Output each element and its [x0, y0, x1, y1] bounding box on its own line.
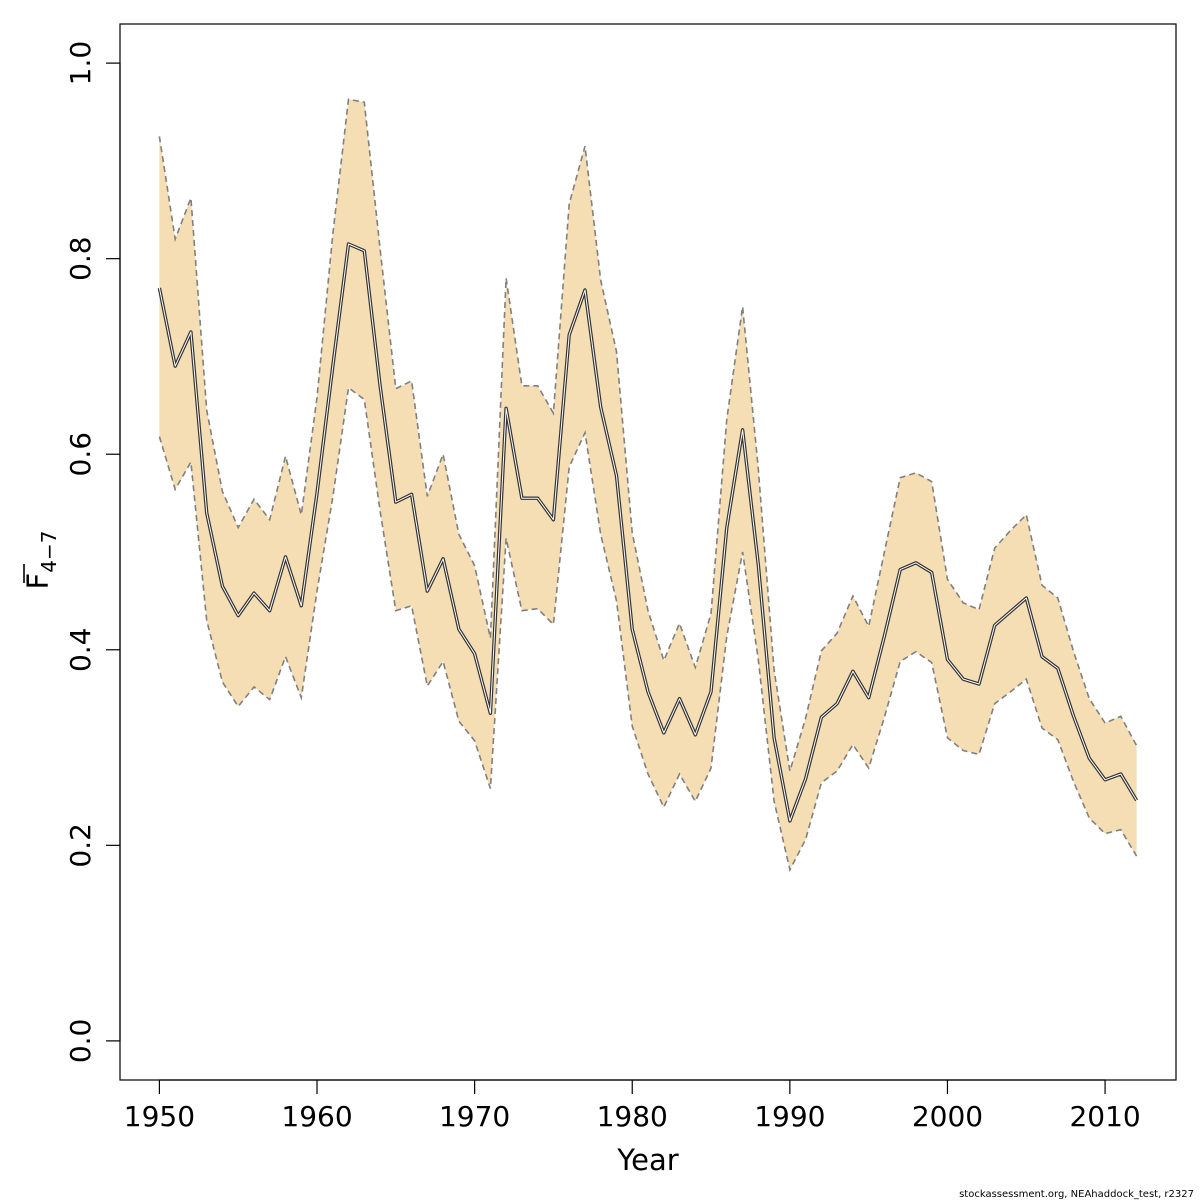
estimate-line-core — [158, 243, 1138, 822]
y-axis-title-main: F — [21, 573, 55, 590]
y-axis: 0.0 0.2 0.4 0.6 0.8 1.0 — [64, 41, 121, 1064]
plot-area — [157, 98, 1139, 873]
upper-bound-line — [158, 98, 1138, 772]
confidence-band — [159, 99, 1137, 870]
y-tick-label: 0.6 — [64, 432, 97, 477]
x-axis: 1950 1960 1970 1980 1990 2000 2010 — [124, 1079, 1141, 1133]
x-tick-label: 1990 — [754, 1100, 825, 1133]
x-axis-title: Year — [616, 1143, 678, 1177]
y-tick-label: 0.8 — [64, 236, 97, 281]
x-tick-label: 1960 — [281, 1100, 352, 1133]
y-axis-title-subscript: 4−7 — [37, 531, 61, 573]
y-axis-title: F4−7 — [21, 531, 61, 590]
y-tick-label: 0.0 — [64, 1019, 97, 1064]
x-tick-label: 1970 — [439, 1100, 510, 1133]
footer-credit: stockassessment.org, NEAhaddock_test, r2… — [959, 1189, 1194, 1200]
svg-text:F4−7: F4−7 — [21, 531, 61, 590]
y-tick-label: 0.4 — [64, 628, 97, 673]
x-tick-label: 2000 — [912, 1100, 983, 1133]
lower-bound-line — [158, 386, 1138, 873]
y-tick-label: 1.0 — [64, 41, 97, 86]
y-tick-label: 0.2 — [64, 823, 97, 868]
x-tick-label: 2010 — [1069, 1100, 1140, 1133]
x-tick-label: 1950 — [124, 1100, 195, 1133]
x-tick-label: 1980 — [597, 1100, 668, 1133]
